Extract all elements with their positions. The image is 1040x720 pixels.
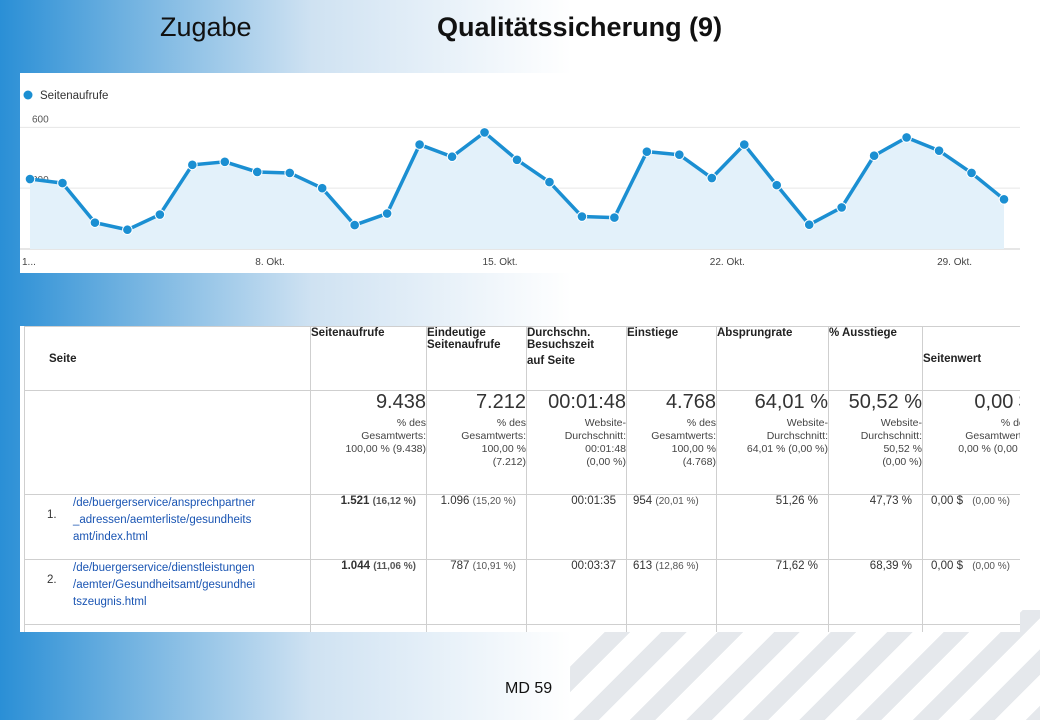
slide-footer: MD 59 [505,680,553,697]
legend-marker [23,90,33,100]
data-point[interactable] [868,150,880,162]
table-header-row: Seite Seitenaufrufe Eindeutige Seitenaufr… [24,326,1020,391]
summary-unique-pageviews: 7.212 % des Gesamtwerts: 100,00 % (7.212… [426,390,527,495]
row-pageviews: 1.044 (11,06 %) [310,559,427,625]
row-index: 2. [47,574,57,586]
data-point[interactable] [381,208,393,219]
x-tick-label: 29. Okt. [937,257,972,268]
row-exit-pct: 47,73 % [828,494,923,560]
row-unique-pageviews: 787 (10,91 %) [426,559,527,625]
x-tick-label: 8. Okt. [255,257,284,268]
data-point[interactable] [576,211,588,222]
row-entrances: 613 (12,86 %) [626,559,717,625]
col-header-page-value[interactable]: Seitenwert [922,326,1020,391]
data-point[interactable] [738,139,750,150]
row-page-cell: 2. /de/buergerservice/dienstleistungen/ae… [24,559,311,625]
data-point[interactable] [901,132,912,143]
page-link[interactable]: /de/buergerservice/ansprechpartner _adres… [73,497,256,543]
summary-empty-cell [24,390,311,495]
pages-report-table: Seite Seitenaufrufe Eindeutige Seitenaufr… [20,326,1020,632]
chart-svg: Seitenaufrufe 300600 1...8. Okt.15. Okt.… [20,90,1020,268]
data-point[interactable] [998,194,1010,205]
data-point[interactable] [706,172,718,184]
data-point[interactable] [349,219,360,231]
data-point[interactable] [803,219,815,230]
data-point[interactable] [609,212,620,223]
data-point[interactable] [154,209,166,220]
slide-title: Qualitätssicherung (9) [437,12,723,42]
data-point[interactable] [316,182,328,194]
col-header-page[interactable]: Seite [24,326,311,391]
row-bounce-rate: 71,62 % [716,559,829,625]
data-point[interactable] [187,159,198,171]
data-point[interactable] [511,154,523,166]
legend-label: Seitenaufrufe [40,90,108,102]
summary-entrances: 4.768 % des Gesamtwerts: 100,00 % (4.768… [626,390,717,495]
row-avg-time: 00:01:35 [526,494,627,560]
x-tick-label: 22. Okt. [710,257,745,268]
table-row: 1. /de/buergerservice/ansprechpartner _adr… [24,494,1020,560]
data-point[interactable] [771,179,783,191]
report-table: Seite Seitenaufrufe Eindeutige Seitenaufr… [24,326,1020,632]
row-index: 1. [47,509,57,521]
col-header-entrances[interactable]: Einstiege [626,326,717,391]
table-row-partial [24,624,1020,632]
data-point[interactable] [219,156,231,168]
data-point[interactable] [414,139,425,150]
summary-bounce-rate: 64,01 % Website- Durchschnitt: 64,01 % (… [716,390,829,495]
table-row: 2. /de/buergerservice/dienstleistungen/ae… [24,559,1020,625]
data-point[interactable] [446,151,458,163]
data-point[interactable] [674,149,685,161]
row-avg-time: 00:03:37 [526,559,627,625]
data-point[interactable] [641,146,653,157]
series-area [30,132,1004,249]
col-header-bounce-rate[interactable]: Absprungrate [716,326,829,391]
data-point[interactable] [24,173,36,185]
pageviews-chart: Seitenaufrufe 300600 1...8. Okt.15. Okt.… [20,73,1020,273]
data-point[interactable] [836,202,847,213]
row-pageviews: 1.521 (16,12 %) [310,494,427,560]
summary-exit-pct: 50,52 % Website- Durchschnitt: 50,52 % (… [828,390,923,495]
data-point[interactable] [479,127,490,138]
x-tick-label: 1... [22,257,36,268]
data-point[interactable] [89,217,101,228]
col-header-exit-pct[interactable]: % Ausstiege [828,326,923,391]
row-bounce-rate: 51,26 % [716,494,829,560]
row-exit-pct: 68,39 % [828,559,923,625]
row-unique-pageviews: 1.096 (15,20 %) [426,494,527,560]
y-tick-label: 600 [32,114,49,125]
col-header-avg-time[interactable]: Durchschn. Besuchszeit auf Seite [526,326,627,391]
summary-pageviews: 9.438 % des Gesamtwerts: 100,00 % (9.438… [310,390,427,495]
x-tick-label: 15. Okt. [483,257,518,268]
summary-page-value: 0,00 $ % des Gesamtwerts: 0,00 % (0,00 $… [922,390,1020,495]
row-page-value: 0,00 $ (0,00 %) [922,494,1020,560]
row-page-value: 0,00 $ (0,00 %) [922,559,1020,625]
col-header-pageviews[interactable]: Seitenaufrufe [310,326,427,391]
slide-header: Zugabe Qualitätssicherung (9) [0,8,1040,48]
data-point[interactable] [251,166,263,178]
data-point[interactable] [284,167,296,179]
data-point[interactable] [966,167,977,179]
data-point[interactable] [544,176,555,188]
page-link[interactable]: /de/buergerservice/dienstleistungen/aemt… [73,562,256,608]
data-point[interactable] [933,145,945,156]
data-point[interactable] [57,177,68,189]
col-header-unique-pageviews[interactable]: Eindeutige Seitenaufrufe [426,326,527,391]
summary-avg-time: 00:01:48 Website- Durchschnitt: 00:01:48… [526,390,627,495]
row-entrances: 954 (20,01 %) [626,494,717,560]
slide-section-label: Zugabe [160,12,252,42]
data-point[interactable] [122,224,133,236]
summary-row: 9.438 % des Gesamtwerts: 100,00 % (9.438… [24,390,1020,495]
row-page-cell: 1. /de/buergerservice/ansprechpartner _adr… [24,494,311,560]
